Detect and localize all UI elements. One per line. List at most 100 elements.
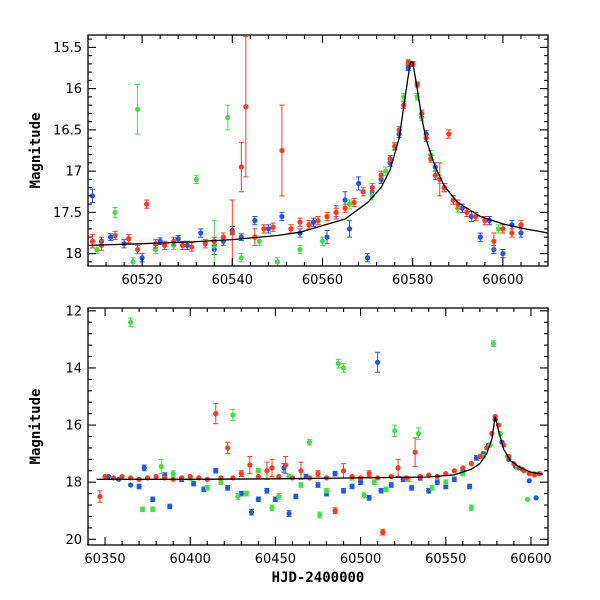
data-point-red [324, 213, 330, 220]
data-point-green [346, 201, 353, 207]
data-point-red [518, 222, 524, 228]
data-point-blue [293, 493, 299, 500]
data-point-blue [286, 510, 292, 517]
data-point-green [274, 259, 281, 265]
data-point-blue [141, 465, 147, 471]
data-point-green [495, 226, 501, 232]
data-point-blue [89, 193, 96, 199]
data-point-green [255, 468, 261, 474]
data-point-red [531, 472, 537, 478]
y-tick-label: 18 [65, 247, 82, 262]
data-point-green [276, 493, 282, 500]
x-tick-label: 60500 [340, 552, 381, 567]
data-point-red [220, 234, 226, 240]
data-point-red [446, 131, 452, 137]
data-point-blue [451, 476, 457, 482]
y-tick-label: 15.5 [53, 41, 82, 56]
data-point-green [443, 479, 449, 485]
data-point-blue [279, 213, 285, 220]
data-point-red [162, 242, 168, 248]
data-point-red [102, 473, 108, 480]
data-point-red [405, 59, 411, 65]
plot-area [88, 36, 548, 266]
data-point-red [380, 529, 386, 535]
data-point-blue [167, 503, 173, 510]
data-point-blue [388, 482, 394, 488]
data-point-blue [175, 236, 181, 242]
data-point-red [500, 226, 506, 232]
data-point-red [464, 209, 470, 215]
data-point-red [468, 461, 474, 467]
data-point-red [412, 449, 418, 455]
data-point-blue [265, 226, 271, 232]
data-point-red [247, 462, 253, 468]
data-point-blue [518, 230, 524, 236]
y-tick-label: 12 [65, 304, 82, 319]
data-point-blue [264, 488, 270, 494]
x-tick-label: 60350 [84, 552, 125, 567]
data-point-green [369, 193, 375, 199]
y-tick-label: 14 [65, 361, 82, 376]
data-point-red [460, 465, 466, 471]
data-point-blue [238, 491, 244, 497]
data-point-green [323, 488, 330, 494]
data-point-blue [526, 478, 532, 484]
plot-frame [87, 307, 549, 546]
data-point-blue [500, 251, 506, 257]
data-point-green [130, 259, 136, 265]
data-point-red [387, 156, 393, 162]
data-point-green [256, 238, 262, 244]
data-point-blue [324, 234, 330, 240]
data-point-red [153, 473, 159, 480]
model-curve [96, 416, 544, 480]
data-point-red [477, 453, 483, 460]
data-point-green [392, 428, 398, 434]
data-point-blue [213, 468, 219, 474]
data-point-red [89, 238, 96, 244]
plot-frame [87, 34, 549, 267]
data-point-red [269, 465, 275, 471]
data-point-red [509, 230, 515, 236]
data-point-red [238, 471, 244, 477]
model-curve [88, 61, 548, 247]
y-tick-label: 18 [65, 476, 82, 491]
data-point-red [360, 189, 366, 195]
data-point-blue [366, 495, 372, 501]
y-tick-label: 17.5 [53, 206, 82, 221]
data-point-blue [225, 485, 231, 491]
data-point-red [283, 462, 289, 468]
data-point-green [150, 506, 156, 512]
data-point-green [490, 341, 497, 347]
data-point-blue [255, 496, 261, 502]
series-red [89, 36, 524, 266]
data-point-green [340, 365, 347, 371]
data-point-green [335, 361, 342, 367]
data-point-blue [198, 230, 204, 236]
data-point-red [333, 209, 339, 215]
data-point-green [298, 482, 304, 488]
data-point-green [269, 505, 275, 511]
data-point-blue [355, 180, 362, 187]
data-point-red [255, 473, 261, 480]
series-red [97, 403, 543, 536]
x-tick-label: 60520 [121, 273, 162, 288]
data-point-blue [434, 479, 440, 485]
data-point-green [170, 471, 176, 477]
data-point-red [279, 147, 285, 154]
data-point-red [395, 465, 401, 471]
data-point-blue [357, 479, 364, 485]
data-point-blue [184, 242, 190, 248]
y-axis-title: Magnitude [28, 113, 44, 189]
data-point-green [524, 496, 531, 502]
data-point-red [342, 205, 348, 211]
data-point-red [297, 219, 303, 225]
data-point-blue [468, 213, 474, 220]
data-point-blue [477, 234, 483, 240]
data-point-red [112, 232, 118, 239]
data-point-green [383, 168, 389, 174]
data-point-blue [127, 482, 134, 488]
top-panel-light-curve: 60520 60540 60560 60580 60600 15.5 16 16.5 17 17.… [28, 34, 549, 288]
data-point-green [319, 238, 326, 244]
y-axis-title: Magnitude [28, 389, 44, 465]
x-tick-label: 60540 [212, 273, 253, 288]
